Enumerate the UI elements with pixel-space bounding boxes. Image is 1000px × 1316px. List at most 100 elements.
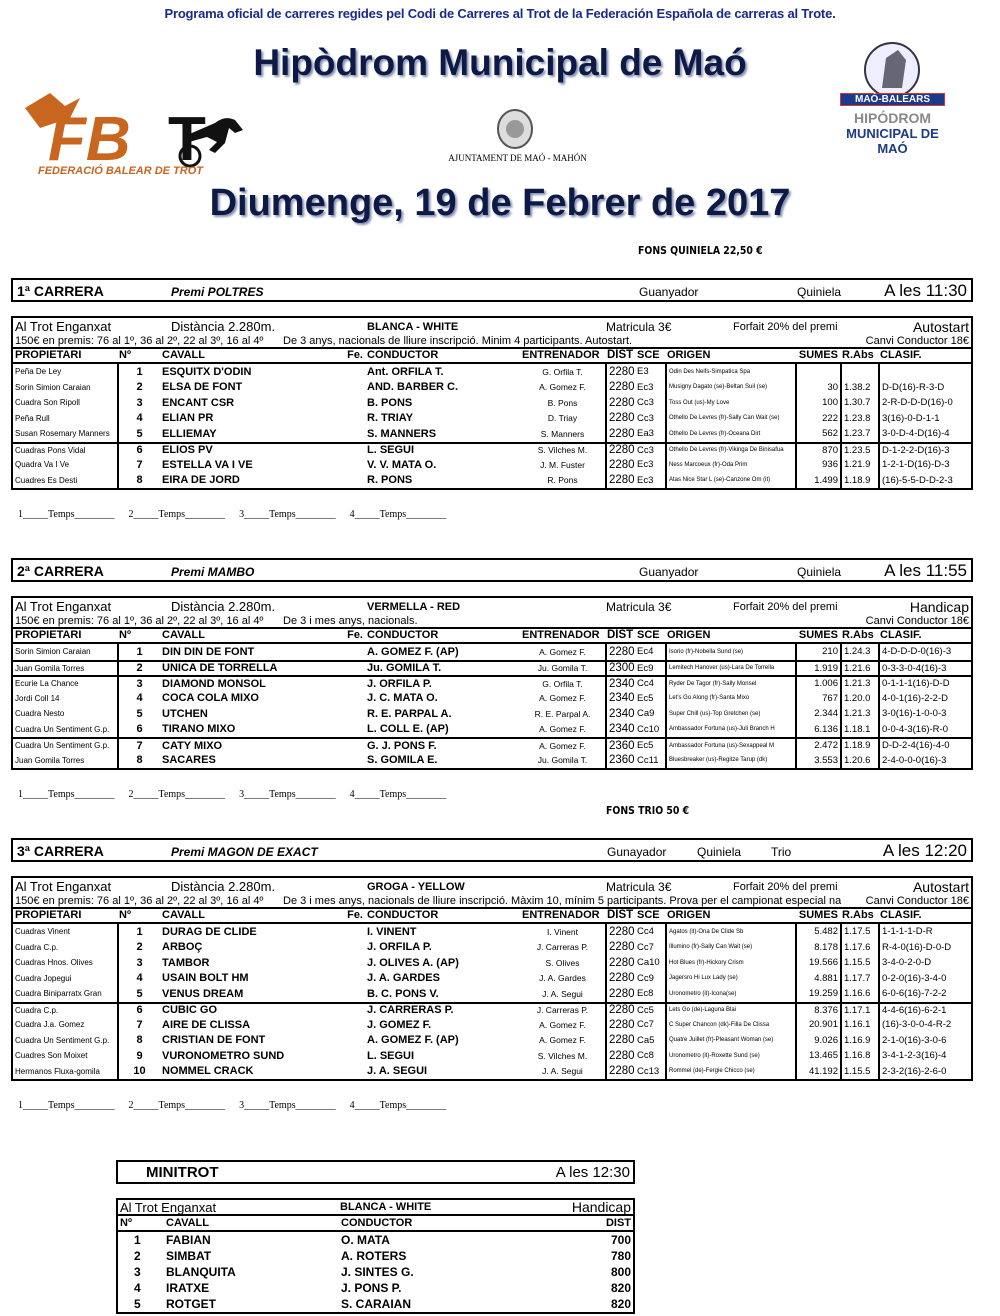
cell-origen: Lemitech Hanover (us)-Lara De Torrella xyxy=(665,661,795,675)
table-row: Cuadra Jopegui 4 USAIN BOLT HM J. A. GARDES… xyxy=(11,970,973,986)
cell-sce: Cc4 xyxy=(637,926,654,938)
table-row: 2 SIMBAT A. ROTERS 780 xyxy=(118,1248,633,1264)
col-clasif: CLASIF. xyxy=(880,909,922,921)
cell-fe xyxy=(340,924,365,940)
cell-conductor: G. J. PONS F. xyxy=(367,739,437,752)
col-cavall: CAVALL xyxy=(162,629,205,641)
col-clasif: CLASIF. xyxy=(880,349,922,361)
race-distance: Distància 2.280m. xyxy=(171,319,276,334)
fbt-logo: FB T FEDERACIÓ BALEAR DE TROT xyxy=(20,88,255,178)
race-type: Al Trot Enganxat xyxy=(15,599,112,614)
cell-entrenador: A. Gomez F. xyxy=(539,646,586,657)
cell-conductor: S. CARAIAN xyxy=(341,1297,412,1311)
table-row: Cuadra Nesto 5 UTCHEN R. E. PARPAL A. R. E. … xyxy=(11,706,973,722)
cell-origen: Hot Blues (fr)-Hickory Crism xyxy=(665,955,795,971)
cell-sumes: 1.919 xyxy=(795,661,840,675)
cell-clasif: D-D(16)-R-3-D xyxy=(878,379,971,395)
temps-field: 2_____Temps________ xyxy=(128,789,226,800)
cell-sce: Cc7 xyxy=(637,941,654,953)
cell-conductor: R. TRIAY xyxy=(367,412,414,425)
cell-sce: Cc8 xyxy=(637,1050,654,1062)
cell-propietari: Cuadra Un Sentiment G.p. xyxy=(15,741,110,751)
cell-rabs: 1.30.7 xyxy=(840,395,878,411)
table-row: Cuadra C.p. 6 CUBIC GO J. CARRERAS P. J. Car… xyxy=(11,1001,973,1018)
cell-clasif: 1-1-1-1-D-R xyxy=(878,924,971,940)
cell-propietari: Quadra Va I Ve xyxy=(15,460,70,470)
cell-cavall: ELLIEMAY xyxy=(162,427,217,440)
race-color: BLANCA - WHITE xyxy=(367,321,459,333)
race-header: 3ª CARRERA Premi MAGON DE EXACT Gunayador Q… xyxy=(11,838,973,862)
cell-cavall: FABIAN xyxy=(166,1233,211,1247)
col-cavall: CAVALL xyxy=(162,349,205,361)
bet-type: Quiniela xyxy=(797,285,842,299)
cell-cavall: TAMBOR xyxy=(162,956,210,969)
cell-conductor: L. COLL E. (AP) xyxy=(367,723,449,736)
cell-rabs: 1.15.5 xyxy=(840,955,878,971)
minitrot-start: Handicap xyxy=(571,1199,631,1215)
col-sumes: SUMES xyxy=(798,909,838,921)
cell-entrenador: A. Gomez F. xyxy=(539,382,586,393)
cell-cavall: ARBOÇ xyxy=(162,941,203,954)
table-row: Cuadra Un Sentiment G.p. 6 TIRANO MIXO L. C… xyxy=(11,721,973,737)
cell-sce: Ca5 xyxy=(637,1034,655,1046)
official-program-notice: Programa oficial de carreres regides pel… xyxy=(164,6,836,21)
col-propietari: PROPIETARI xyxy=(15,349,82,361)
cell-dist: 2280 xyxy=(605,426,635,442)
cell-num: 6 xyxy=(117,721,160,737)
race-number: 1ª CARRERA xyxy=(17,283,104,299)
cell-cavall: AIRE DE CLISSA xyxy=(162,1018,251,1031)
temps-field: 1_____Temps________ xyxy=(18,789,115,800)
cell-propietari: Ecurie La Chance xyxy=(15,679,79,689)
col-entrenador: ENTRENADOR xyxy=(522,909,600,921)
cell-cavall: CRISTIAN DE FONT xyxy=(162,1034,266,1047)
minitrot-color: BLANCA - WHITE xyxy=(340,1201,432,1213)
cell-fe xyxy=(340,1004,365,1018)
temps-field: 1_____Temps________ xyxy=(18,1100,115,1111)
cell-dist: 2280 xyxy=(605,364,635,380)
col-sumes: SUMES xyxy=(798,349,838,361)
table-row: 1 FABIAN O. MATA 700 xyxy=(118,1232,633,1248)
cell-conductor: J. CARRERAS P. xyxy=(367,1004,454,1017)
cell-origen: Musigny Dagato (se)-Beltan Suil (se) xyxy=(665,379,795,395)
cell-num: 4 xyxy=(117,970,160,986)
cell-sce: Cc3 xyxy=(637,397,654,409)
cell-num: 2 xyxy=(117,379,160,395)
cell-fe xyxy=(340,662,365,676)
cell-sumes: 19.259 xyxy=(795,986,840,1002)
cell-fe xyxy=(340,395,365,411)
cell-origen: Othello De Levres (fr)-Sally Can Wait (s… xyxy=(665,410,795,426)
cell-fe xyxy=(340,457,365,473)
col-rabs: R.Abs xyxy=(842,909,874,921)
cell-conductor: J. GOMEZ F. xyxy=(367,1018,432,1031)
cell-origen: Ambassador Fortuna (us)-Juli Branch H xyxy=(665,721,795,737)
cell-conductor: AND. BARBER C. xyxy=(367,381,459,394)
cell-clasif: 2-4-0-0-0(16)-3 xyxy=(878,752,971,768)
race-forfait: Forfait 20% del premi xyxy=(733,321,838,333)
cell-sce: Ec3 xyxy=(637,474,654,486)
cell-sumes: 767 xyxy=(795,690,840,706)
cell-dist: 700 xyxy=(610,1233,631,1247)
cell-num: 8 xyxy=(117,752,160,768)
temps-field: 3_____Temps________ xyxy=(239,789,336,800)
cell-sumes: 30 xyxy=(795,379,840,395)
bet-type: Gunayador xyxy=(607,845,667,859)
race-matricula: Matricula 3€ xyxy=(606,600,672,614)
cell-origen: Agatos (it)-Ona De Clide Sb xyxy=(665,924,795,940)
cell-origen: Rommel (de)-Fergie Chicco (se) xyxy=(665,1063,795,1079)
cell-cavall: NOMMEL CRACK xyxy=(162,1065,254,1078)
cell-entrenador: S. Vilches M. xyxy=(537,445,588,456)
cell-origen: Isorio (fr)-Nobella Sund (se) xyxy=(665,644,795,660)
cell-cavall: ELSA DE FONT xyxy=(162,381,243,394)
col-conductor: CONDUCTOR xyxy=(367,629,439,641)
race-start: Handicap xyxy=(909,599,969,615)
cell-entrenador: I. Vinent xyxy=(546,926,579,937)
cell-rabs: 1.16.6 xyxy=(840,986,878,1002)
cell-entrenador: J. A. Segui xyxy=(542,1066,583,1077)
cell-dist: 2340 xyxy=(605,706,635,722)
cell-propietari: Susan Rosemary Manners xyxy=(15,429,110,439)
col-sce: SCE xyxy=(637,629,660,641)
cell-clasif: 2-R-D-D-D(16)-0 xyxy=(878,395,971,411)
race-forfait: Forfait 20% del premi xyxy=(733,881,838,893)
temps-line: 1_____Temps________ 2_____Temps________ 3_… xyxy=(18,1100,460,1111)
cell-clasif: 0-3-3-0-4(16)-3 xyxy=(878,661,971,675)
